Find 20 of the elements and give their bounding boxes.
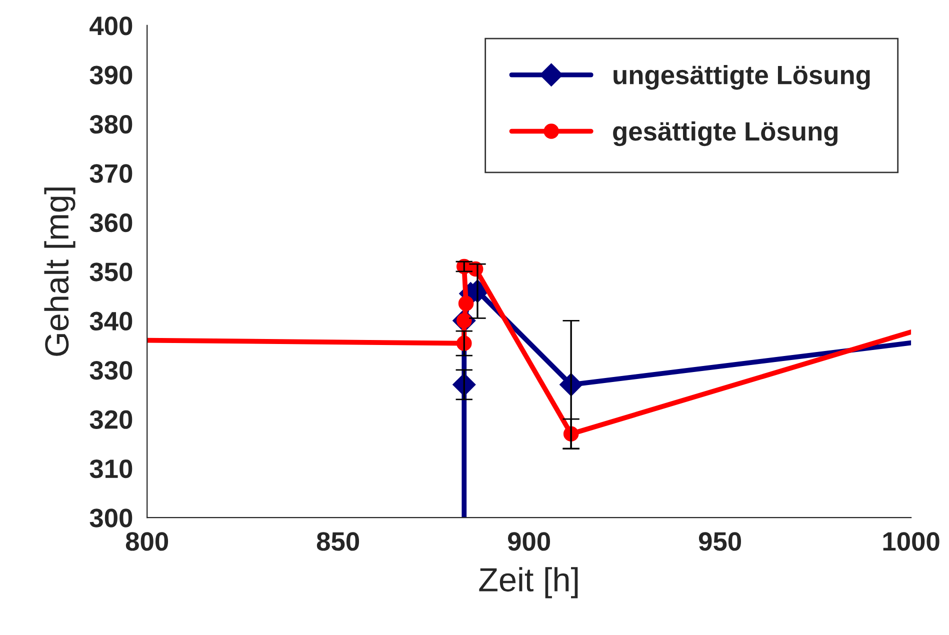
y-tick-label: 380 [90, 114, 132, 134]
x-tick-label: 850 [316, 532, 360, 551]
y-tick-label: 360 [90, 213, 132, 232]
x-axis-title: Zeit [h] [479, 567, 578, 598]
x-tick-label: 900 [508, 532, 550, 551]
y-tick-label: 310 [90, 459, 132, 478]
y-axis-title: Gehalt [mg] [44, 188, 76, 356]
y-tick-label: 400 [90, 16, 132, 36]
y-tick-label: 390 [90, 66, 132, 84]
y-tick-label: 350 [90, 262, 132, 282]
y-tick-label: 370 [90, 164, 132, 183]
x-tick-label: 1000 [883, 532, 940, 551]
y-tick-label: 330 [90, 361, 132, 380]
y-tick-label: 320 [90, 410, 132, 429]
x-tick-label: 950 [698, 532, 741, 551]
x-tick-label: 800 [126, 532, 168, 551]
y-tick-label: 340 [90, 312, 132, 331]
legend-label: ungesättigte Lösung [614, 64, 870, 90]
legend-label: gesättigte Lösung [613, 121, 838, 146]
y-tick-label: 300 [90, 508, 132, 528]
